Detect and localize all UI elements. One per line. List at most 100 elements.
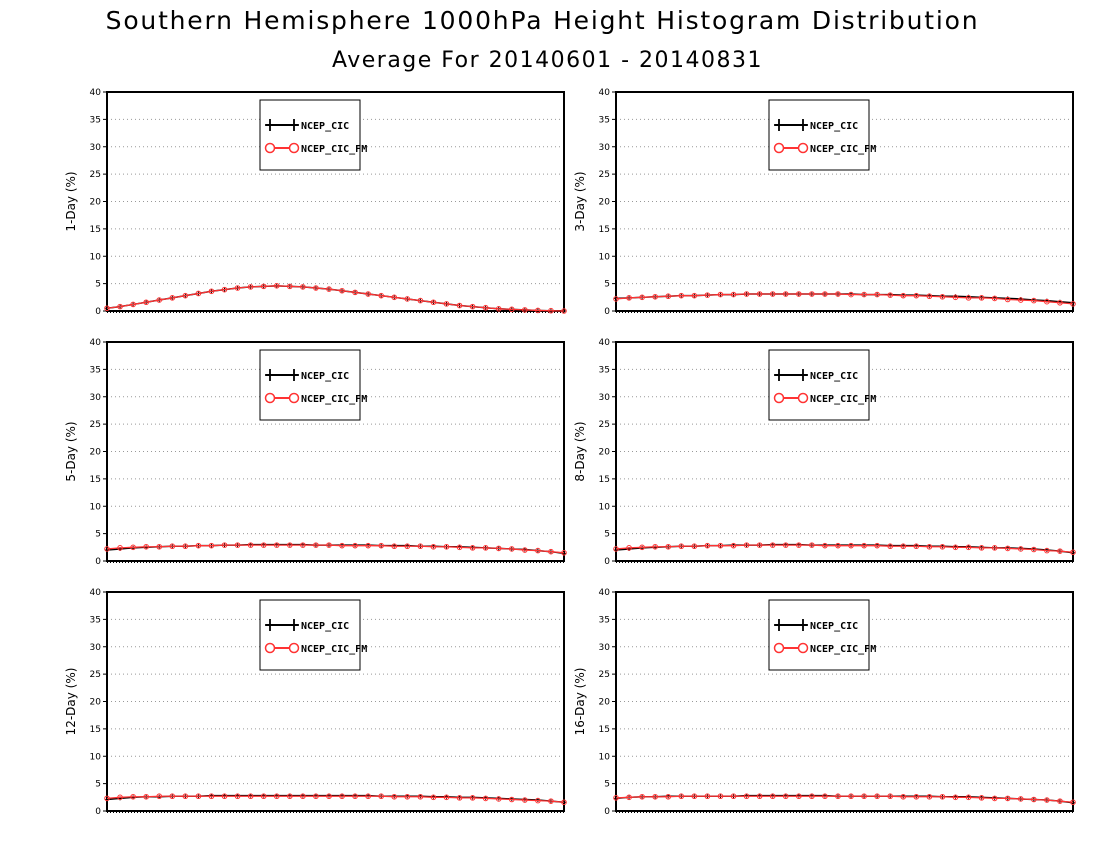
data-point — [391, 793, 398, 800]
data-point — [835, 542, 841, 549]
data-point — [404, 543, 411, 550]
data-point — [221, 286, 228, 293]
y-axis-label: 16-Day (%) — [573, 668, 587, 736]
data-point — [639, 544, 645, 551]
data-point — [822, 291, 828, 297]
data-point — [130, 793, 136, 800]
data-point — [861, 793, 867, 800]
y-tick-label: 40 — [90, 88, 102, 98]
data-point — [769, 793, 776, 800]
legend-marker — [773, 392, 785, 404]
data-point — [1004, 545, 1011, 552]
data-point — [809, 793, 815, 800]
y-tick-label: 10 — [599, 752, 611, 762]
data-point — [234, 542, 241, 548]
data-point — [861, 542, 867, 549]
data-point — [769, 291, 776, 297]
series-line — [615, 795, 1074, 803]
data-point — [260, 283, 267, 290]
data-point — [1031, 546, 1037, 553]
data-point — [273, 542, 280, 548]
legend: NCEP_CIC NCEP_CIC_FM — [259, 99, 367, 171]
legend-label: NCEP_CIC — [810, 621, 858, 632]
legend-marker — [798, 619, 808, 631]
legend-label: NCEP_CIC_FM — [301, 144, 367, 155]
data-point — [678, 292, 685, 299]
data-point — [835, 291, 841, 297]
data-point — [482, 304, 489, 311]
legend-label: NCEP_CIC — [810, 371, 858, 382]
y-tick-label: 10 — [90, 252, 102, 262]
y-tick-label: 5 — [95, 530, 101, 540]
data-point — [639, 294, 645, 301]
data-point — [326, 542, 332, 548]
data-point — [1070, 301, 1076, 307]
data-point — [561, 549, 567, 556]
legend-label: NCEP_CIC — [301, 621, 349, 632]
y-tick-label: 35 — [90, 365, 101, 375]
data-point — [848, 291, 854, 298]
data-point — [1057, 798, 1063, 804]
y-tick-label: 15 — [90, 475, 101, 485]
data-point — [665, 543, 672, 550]
legend-label: NCEP_CIC_FM — [301, 394, 367, 405]
y-tick-label: 25 — [599, 420, 610, 430]
data-point — [965, 295, 972, 301]
data-point — [508, 796, 515, 803]
data-point — [756, 542, 763, 548]
data-point — [234, 285, 241, 291]
data-point — [378, 793, 385, 800]
series-line — [106, 795, 565, 803]
data-point — [548, 548, 554, 555]
legend-box — [768, 99, 870, 171]
data-point — [691, 292, 698, 299]
legend-label: NCEP_CIC_FM — [301, 644, 367, 655]
data-point — [704, 292, 711, 298]
y-tick-label: 5 — [604, 780, 610, 790]
data-point — [665, 793, 672, 800]
data-point — [704, 542, 711, 549]
y-tick-label: 15 — [599, 225, 610, 235]
y-tick-label: 40 — [90, 588, 102, 598]
legend-marker — [288, 642, 300, 654]
legend-marker — [265, 369, 275, 381]
data-point — [874, 542, 880, 549]
data-point — [456, 302, 463, 309]
data-point — [156, 793, 163, 800]
data-point — [208, 542, 215, 549]
data-point — [169, 793, 176, 800]
legend-marker — [774, 119, 784, 131]
data-point — [939, 543, 946, 550]
data-point — [117, 794, 123, 801]
data-point — [913, 292, 920, 299]
data-point — [221, 542, 228, 548]
data-point — [430, 794, 437, 801]
data-point — [913, 793, 920, 800]
data-point — [1004, 296, 1011, 303]
y-tick-label: 0 — [95, 807, 101, 817]
y-tick-label: 5 — [95, 780, 101, 790]
data-point — [234, 793, 241, 800]
data-point — [756, 793, 763, 800]
data-point — [717, 542, 724, 549]
data-point — [300, 284, 306, 290]
legend-box — [259, 599, 361, 671]
data-point — [287, 542, 293, 548]
data-point — [548, 798, 554, 804]
y-tick-label: 35 — [599, 615, 610, 625]
y-tick-label: 35 — [599, 115, 610, 125]
data-point — [482, 545, 489, 551]
data-point — [143, 543, 149, 550]
legend-marker — [265, 119, 275, 131]
data-point — [717, 291, 724, 298]
data-point — [130, 544, 136, 551]
y-axis-label: 5-Day (%) — [64, 421, 78, 481]
data-point — [678, 543, 685, 550]
data-point — [104, 305, 110, 312]
y-tick-label: 25 — [599, 170, 610, 180]
